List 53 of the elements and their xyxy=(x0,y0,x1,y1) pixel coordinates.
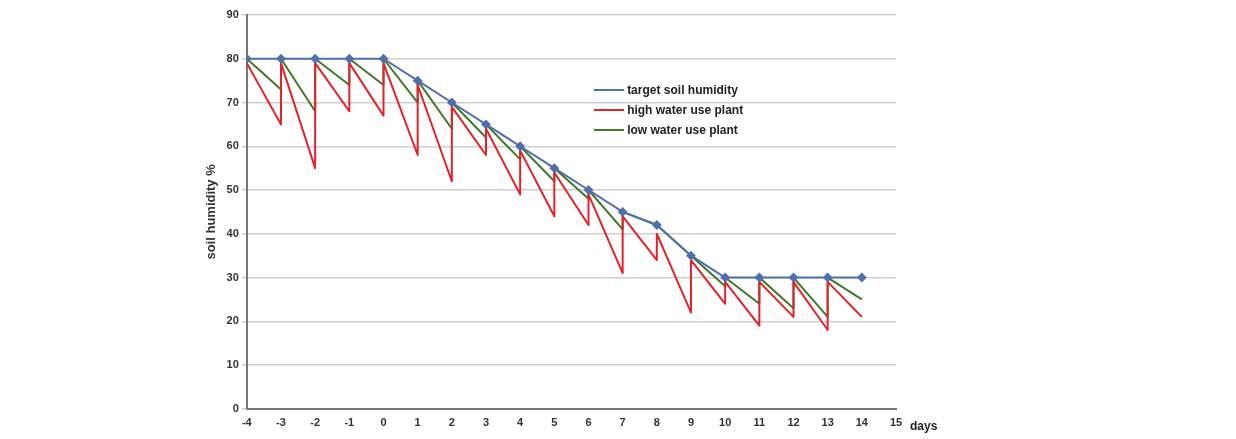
x-tick-label: 5 xyxy=(551,416,558,429)
x-tick-label: 0 xyxy=(380,416,387,429)
y-tick-label: 70 xyxy=(226,95,239,108)
y-tick-label: 50 xyxy=(226,183,239,196)
x-tick-label: 2 xyxy=(448,416,455,429)
x-tick-label: 12 xyxy=(787,416,800,429)
legend-label: high water use plant xyxy=(627,103,744,117)
point xyxy=(652,220,662,230)
x-tick-label: 14 xyxy=(855,416,869,429)
x-tick-label: 9 xyxy=(687,416,695,429)
point xyxy=(789,273,798,283)
point xyxy=(754,273,764,283)
y-axis-title: soil humidity % xyxy=(203,163,219,260)
point xyxy=(515,141,525,151)
y-tick-label: 90 xyxy=(226,8,239,21)
y-tick-label: 60 xyxy=(226,139,239,152)
legend-label: low water use plant xyxy=(627,123,738,137)
y-tick-label: 80 xyxy=(226,51,239,64)
point xyxy=(447,98,457,108)
point xyxy=(720,273,730,283)
x-axis-title: days xyxy=(910,419,938,434)
x-tick-label: 3 xyxy=(482,416,490,429)
x-tick-label: 8 xyxy=(653,416,660,429)
point xyxy=(857,273,867,283)
point xyxy=(379,54,388,64)
point xyxy=(276,54,286,64)
y-tick-label: 30 xyxy=(226,270,239,283)
y-tick-label: 10 xyxy=(226,358,239,371)
x-tick-label: 13 xyxy=(821,416,834,429)
x-tick-label: 15 xyxy=(889,416,903,429)
point xyxy=(481,119,491,129)
point xyxy=(584,185,593,195)
point xyxy=(344,54,354,64)
point xyxy=(549,163,559,173)
x-tick-label: 10 xyxy=(719,416,732,429)
point xyxy=(310,54,320,64)
x-tick-label: 6 xyxy=(585,416,592,429)
y-tick-label: 40 xyxy=(226,226,239,239)
y-tick-label: 0 xyxy=(232,401,239,414)
y-tick-label: 20 xyxy=(226,314,239,327)
x-tick-label: 4 xyxy=(517,416,525,429)
x-tick-label: 11 xyxy=(753,416,766,429)
point xyxy=(686,251,696,261)
point xyxy=(823,273,833,283)
x-tick-label: -4 xyxy=(241,416,253,429)
x-tick-label: 7 xyxy=(619,416,626,429)
x-tick-label: 1 xyxy=(414,416,421,429)
legend-label: target soil humidity xyxy=(627,83,738,97)
x-tick-label: -2 xyxy=(310,416,321,429)
point xyxy=(413,76,423,86)
x-tick-label: -3 xyxy=(276,416,286,429)
x-tick-label: -1 xyxy=(344,416,355,429)
point xyxy=(618,207,628,217)
